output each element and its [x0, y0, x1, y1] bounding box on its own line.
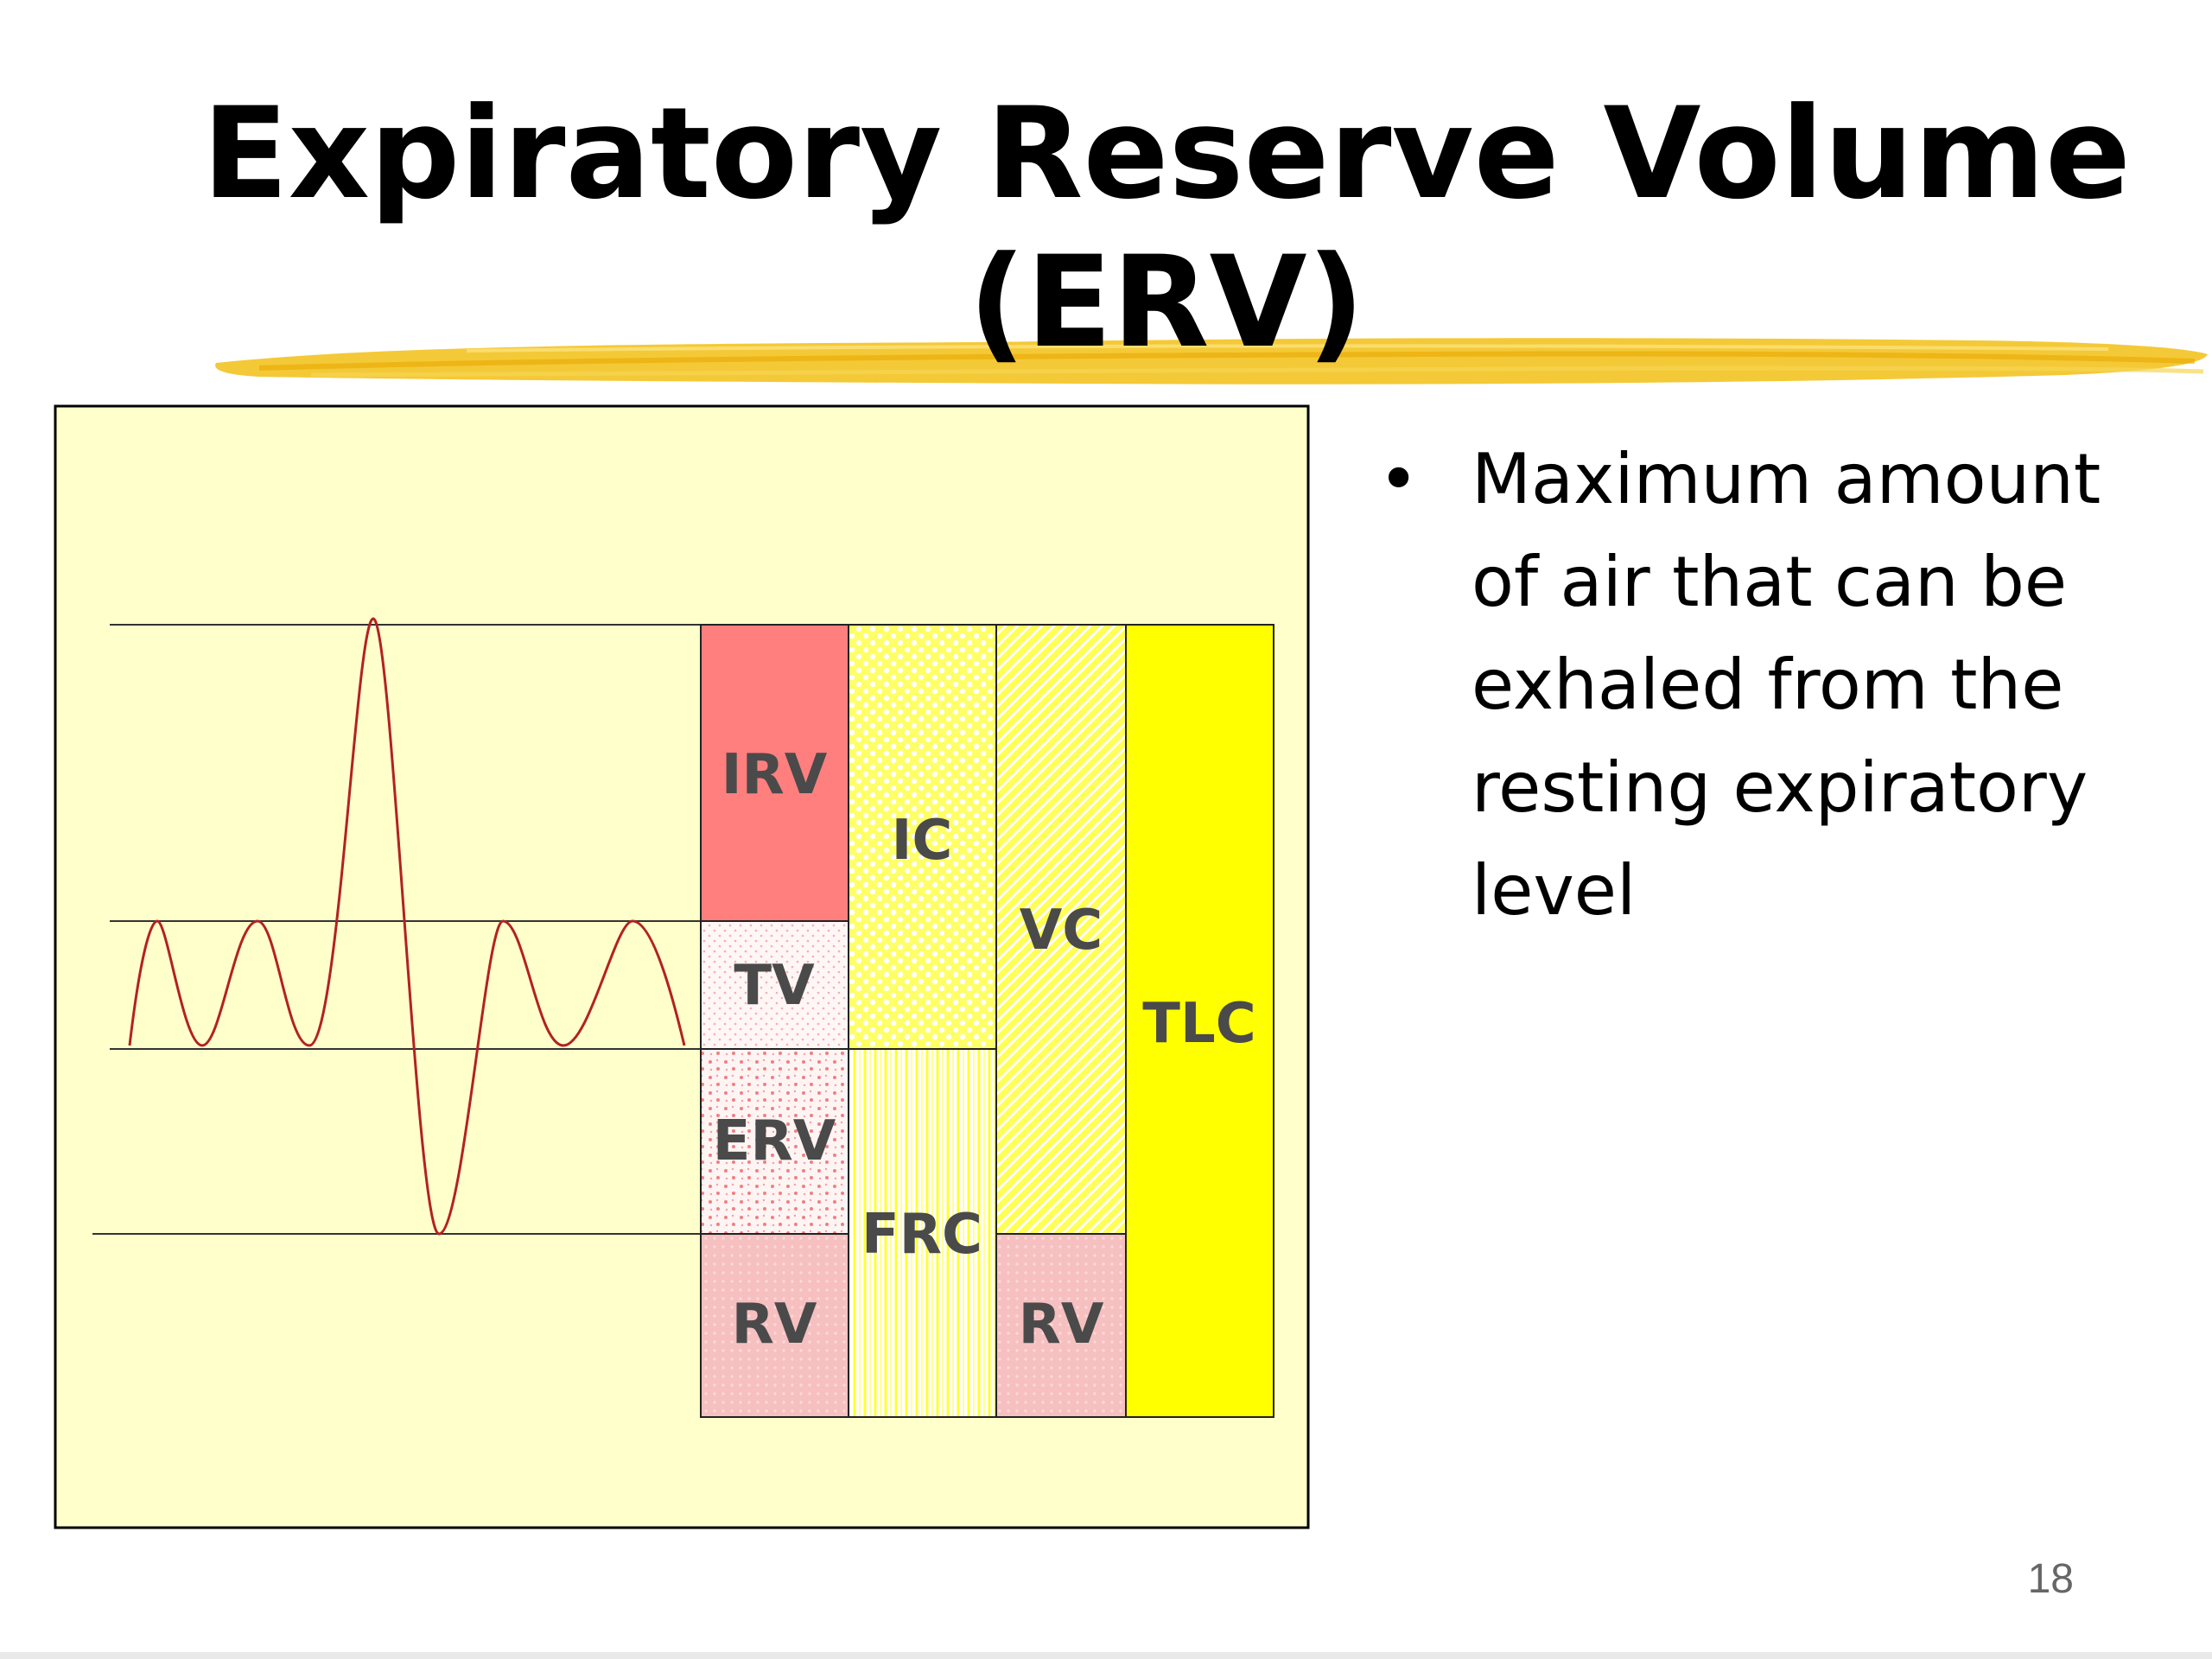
- slide-title: Expiratory Reserve Volume (ERV): [202, 80, 2131, 376]
- vc-block: [995, 624, 1127, 1235]
- bullet-dot-icon: •: [1378, 439, 1420, 519]
- title-underline-brush: [215, 338, 2209, 385]
- vc-label: VC: [1020, 899, 1103, 963]
- erv-block: [700, 1048, 849, 1235]
- tv-label: TV: [734, 954, 815, 1018]
- frc-block: [848, 1048, 997, 1418]
- lung-volumes-diagram: IRV TV ERV RV IC FRC VC RV TLC: [54, 404, 1310, 1529]
- ic-label: IC: [892, 809, 953, 873]
- bullet-text: Maximum amount of air that can be exhale…: [1471, 439, 2101, 931]
- irv-label: IRV: [721, 743, 828, 807]
- rv-left-label: RV: [732, 1293, 817, 1357]
- ic-block: [848, 624, 997, 1050]
- tlc-label: TLC: [1142, 992, 1255, 1056]
- page-number: 18: [2027, 1556, 2074, 1602]
- spirogram-trace: [128, 617, 686, 1236]
- rv-right-block: [995, 1233, 1127, 1418]
- frc-label: FRC: [861, 1203, 982, 1267]
- footer-bar: [0, 1652, 2212, 1659]
- bullet-list: • Maximum amount of air that can be exha…: [1378, 428, 2156, 942]
- tlc-block: [1125, 624, 1274, 1418]
- bullet-item: • Maximum amount of air that can be exha…: [1378, 428, 2156, 942]
- erv-label: ERV: [713, 1109, 836, 1173]
- rv-right-label: RV: [1019, 1293, 1104, 1357]
